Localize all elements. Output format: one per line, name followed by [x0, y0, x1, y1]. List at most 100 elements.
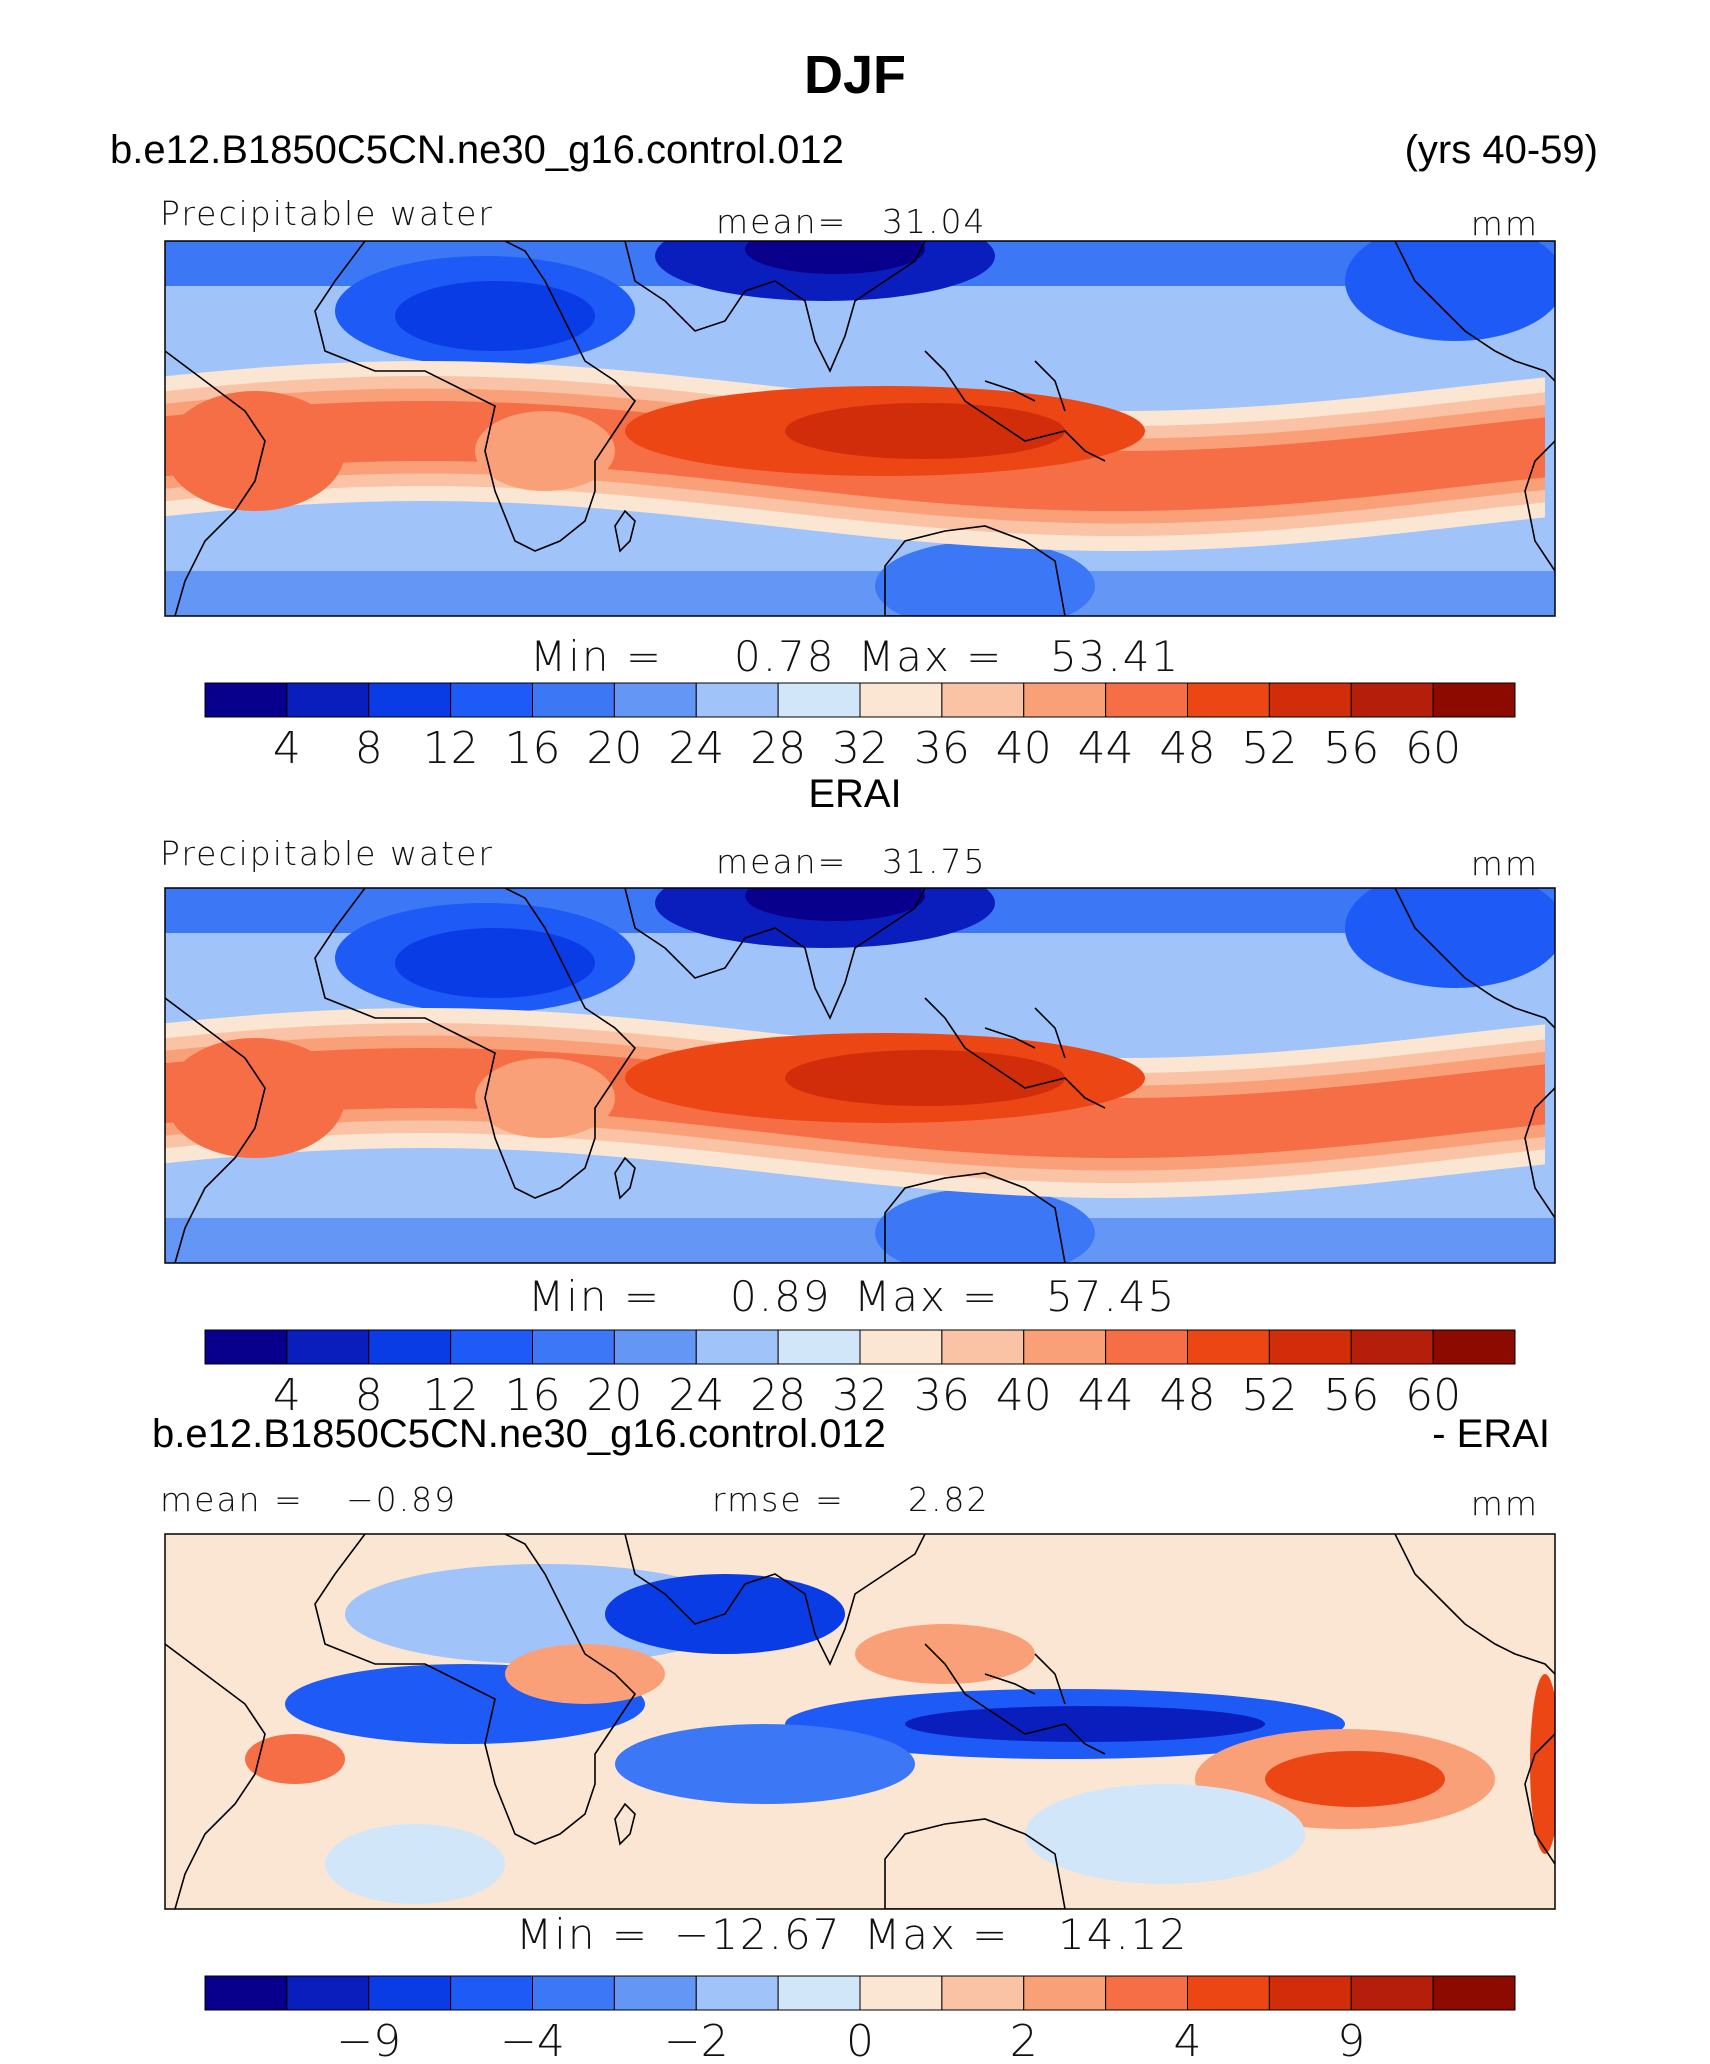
map-panel-2: [164, 887, 1556, 1264]
colorbar-swatch: [777, 1975, 861, 2011]
colorbar-tick-label: 20: [586, 1370, 642, 1421]
colorbar-tick-label: 44: [1078, 723, 1134, 774]
field-amazon: [165, 1038, 345, 1158]
field-asia-core: [745, 241, 925, 274]
panel3-title: b.e12.B1850C5CN.ne30_g16.control.012: [152, 1412, 886, 1456]
coastline-7: [1394, 888, 1555, 1029]
colorbar-tick-label: 36: [914, 1370, 970, 1421]
map-panel-1: [164, 240, 1556, 617]
panel3-mean-label: mean =: [160, 1480, 304, 1519]
field-congo: [475, 1058, 615, 1138]
map-frame: [164, 240, 1556, 617]
panel1-min-value: 0.78: [734, 632, 836, 681]
colorbar-swatch: [859, 682, 943, 718]
panel1-max-value: 53.41: [1050, 632, 1181, 681]
colorbar-tick-label: 56: [1323, 723, 1379, 774]
panel2-variable: Precipitable water: [160, 834, 494, 873]
colorbar-tick-label: 28: [750, 723, 806, 774]
panel1-max-label: Max =: [858, 632, 1004, 681]
field-sahara-core: [395, 281, 595, 351]
colorbar-swatch: [695, 1329, 779, 1365]
colorbar-swatch: [1432, 1329, 1516, 1365]
colorbar-swatch: [941, 1329, 1025, 1365]
panel2-min-label: Min =: [528, 1272, 662, 1321]
colorbar-swatch: [941, 1975, 1025, 2011]
panel3-mean-value: −0.89: [346, 1480, 458, 1519]
panel3-min-value: −12.67: [674, 1910, 842, 1959]
colorbar-tick-label: −9: [336, 2016, 401, 2064]
coastline-4: [924, 997, 1106, 1109]
coastline-6: [165, 997, 266, 1263]
colorbar-tick-label: 24: [668, 723, 724, 774]
colorbar-swatch: [1432, 1975, 1516, 2011]
colorbar-tick-label: 20: [586, 723, 642, 774]
panel3-max-label: Max =: [864, 1910, 1010, 1959]
field-diff-indian: [615, 1724, 915, 1804]
panel1-title: b.e12.B1850C5CN.ne30_g16.control.012: [110, 128, 844, 172]
coastline-8: [1524, 440, 1555, 572]
map-panel-3: [164, 1533, 1556, 1910]
colorbar-swatch: [695, 1975, 779, 2011]
field-diff-east-pacific-core: [1265, 1751, 1445, 1807]
colorbar-swatch: [941, 682, 1025, 718]
colorbar-swatch: [613, 682, 697, 718]
field-diff-andes: [1530, 1674, 1555, 1854]
colorbar-swatch: [286, 1975, 370, 2011]
colorbar-tick-label: −2: [664, 2016, 729, 2064]
colorbar-swatch: [1432, 682, 1516, 718]
coastline-7: [1394, 1534, 1555, 1675]
field-australia: [875, 1188, 1095, 1263]
panel3-units: mm: [1470, 1484, 1539, 1523]
panel1-variable: Precipitable water: [160, 194, 494, 233]
panel1-years: (yrs 40-59): [1404, 128, 1598, 172]
colorbar-swatch: [1187, 1329, 1270, 1365]
panel3-rmse-value: 2.82: [908, 1480, 990, 1519]
panel1-mean-label: mean=: [716, 202, 848, 241]
map-frame: [164, 1533, 1556, 1910]
colorbar-swatch: [859, 1329, 943, 1365]
colorbar-swatch: [1105, 1975, 1188, 2011]
field-south-band: [165, 1218, 1555, 1263]
colorbar-swatch: [1268, 1975, 1352, 2011]
coastline-3: [624, 888, 926, 1020]
colorbar-swatch: [532, 1975, 615, 2011]
colorbar-swatch: [777, 682, 861, 718]
colorbar-swatch: [859, 1975, 943, 2011]
field-warm-pool-core: [785, 1050, 1065, 1106]
coastline-4: [924, 350, 1106, 462]
field-diff-south-pacific: [1025, 1784, 1305, 1884]
coastline-4: [924, 1643, 1106, 1755]
coastline-8: [1524, 1733, 1555, 1865]
colorbar-tick-label: 12: [423, 723, 479, 774]
colorbar-1: 4 8 12 16 20 24 28 32 36 40 44 48 52 56 60: [204, 682, 1516, 774]
field-warm-pool-core: [785, 403, 1065, 459]
colorbar-swatch: [1105, 1329, 1188, 1365]
colorbar-swatch: [368, 682, 452, 718]
panel2-units: mm: [1470, 844, 1539, 883]
coastline-2: [614, 1156, 636, 1200]
panel1-min-label: Min =: [530, 632, 664, 681]
field-asia-core: [745, 888, 925, 921]
colorbar-swatch: [204, 1975, 288, 2011]
colorbar-swatch: [1350, 1329, 1434, 1365]
colorbar-3: −9 −4 −2 0 2 4 9: [204, 1975, 1516, 2064]
colorbar-tick-label: 4: [1174, 2016, 1202, 2064]
colorbar-tick-label: 32: [832, 723, 888, 774]
field-diff-south-atlantic: [325, 1824, 505, 1904]
colorbar-swatch: [450, 682, 533, 718]
colorbar-tick-label: 24: [668, 1370, 724, 1421]
colorbar-swatch: [1268, 682, 1352, 718]
field-north-america: [1345, 241, 1555, 341]
colorbar-tick-label: 9: [1337, 2016, 1365, 2064]
panel3-subtitle: - ERAI: [1432, 1412, 1550, 1456]
coastline-5: [884, 1172, 1066, 1263]
panel2-min-value: 0.89: [730, 1272, 832, 1321]
coastline-1: [314, 888, 637, 1199]
colorbar-swatch: [1350, 1975, 1434, 2011]
colorbar-tick-label: 56: [1323, 1370, 1379, 1421]
colorbar-tick-label: 8: [355, 1370, 383, 1421]
colorbar-swatch: [1105, 682, 1188, 718]
colorbar-swatch: [532, 682, 615, 718]
colorbar-swatch: [613, 1975, 697, 2011]
colorbar-swatch: [450, 1329, 533, 1365]
